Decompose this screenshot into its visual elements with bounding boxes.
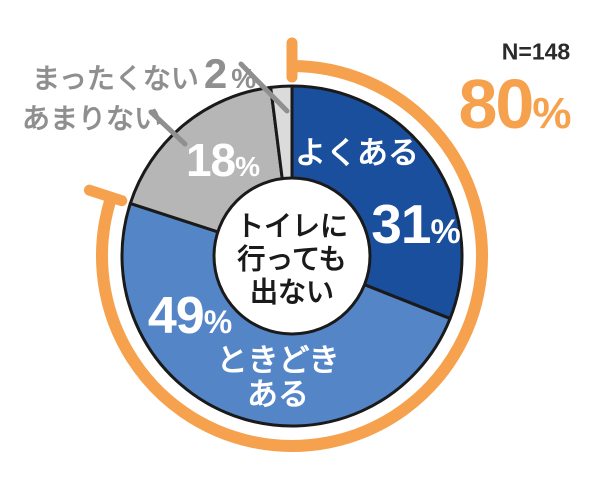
center-title: トイレに 行っても 出ない — [212, 210, 372, 309]
center-title-line3: 出ない — [249, 276, 334, 308]
label-never-percent-sign: % — [231, 63, 257, 94]
center-title-line1: トイレに — [235, 210, 348, 242]
label-never-text: まったくない — [32, 63, 199, 94]
label-never-value: 2 — [203, 50, 227, 97]
leader-line-rarely — [148, 109, 188, 147]
value-rarely: 18% — [186, 133, 260, 187]
value-often-percent-sign: % — [430, 213, 461, 251]
label-sometimes-line2: ある — [247, 377, 309, 412]
center-title-line2: 行っても — [237, 243, 347, 275]
label-sometimes-line1: ときどき — [216, 343, 340, 378]
highlight-total-number: 80 — [458, 65, 535, 143]
donut-hole — [212, 176, 372, 336]
value-sometimes-number: 49 — [147, 287, 205, 345]
value-often-number: 31 — [371, 193, 431, 255]
highlight-arc — [96, 60, 488, 452]
leader-line-never — [238, 61, 290, 114]
value-often: 31% — [371, 192, 460, 256]
highlight-total-label: 80% — [459, 64, 572, 144]
label-sometimes: ときどき ある — [188, 344, 368, 412]
label-never: まったくない 2 % — [32, 50, 256, 98]
value-sometimes: 49% — [148, 286, 232, 346]
value-rarely-number: 18 — [185, 134, 236, 186]
label-rarely: あまりない — [22, 103, 163, 134]
arc-end-tick — [83, 184, 128, 207]
label-often: よくある — [295, 135, 419, 171]
value-rarely-percent-sign: % — [235, 151, 261, 182]
value-sometimes-percent-sign: % — [203, 304, 233, 340]
highlight-total-percent-sign: % — [532, 89, 572, 138]
sample-size-label: N=148 — [501, 38, 571, 65]
